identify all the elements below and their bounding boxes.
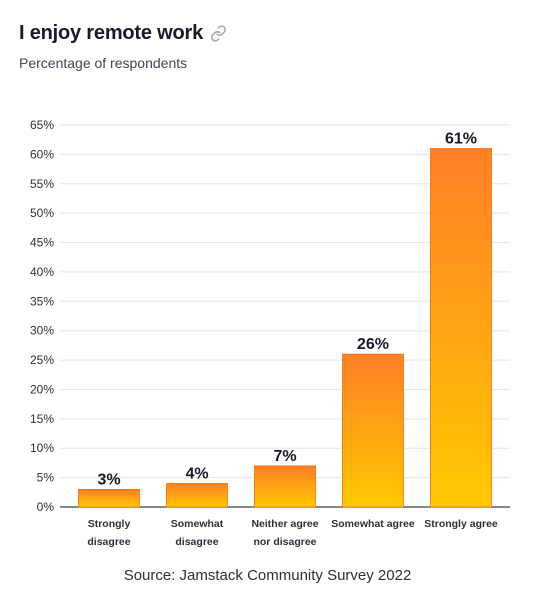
- y-tick-label: 65%: [30, 118, 54, 132]
- y-tick-label: 35%: [30, 294, 54, 308]
- y-tick-label: 40%: [30, 265, 54, 279]
- link-icon[interactable]: [210, 25, 227, 42]
- y-tick-label: 60%: [30, 147, 54, 161]
- bar: [342, 353, 404, 508]
- y-tick-label: 45%: [30, 236, 54, 250]
- x-tick-label: disagree: [87, 536, 130, 548]
- data-label: 61%: [445, 131, 477, 148]
- data-label: 3%: [97, 471, 120, 488]
- y-tick-label: 5%: [37, 471, 55, 485]
- x-tick-label: Somewhat: [171, 518, 224, 530]
- y-tick-label: 0%: [37, 500, 55, 514]
- x-tick-label: Strongly agree: [424, 518, 498, 530]
- y-tick-label: 20%: [30, 382, 54, 396]
- bar: [430, 148, 492, 508]
- data-label: 4%: [185, 465, 208, 482]
- x-tick-label: disagree: [175, 536, 218, 548]
- data-label: 7%: [273, 448, 296, 465]
- chart-header: I enjoy remote work: [19, 22, 227, 45]
- x-tick-label: Strongly: [88, 518, 131, 530]
- source-caption: Source: Jamstack Community Survey 2022: [123, 567, 412, 584]
- x-tick-label: Neither agree: [251, 518, 318, 530]
- y-tick-label: 30%: [30, 324, 54, 338]
- x-tick-label: Somewhat agree: [331, 518, 415, 530]
- y-tick-label: 10%: [30, 441, 54, 455]
- y-tick-label: 25%: [30, 353, 54, 367]
- bar: [166, 483, 228, 508]
- y-tick-label: 55%: [30, 177, 54, 191]
- bar: [78, 488, 140, 508]
- chart-title: I enjoy remote work: [19, 22, 204, 44]
- x-tick-label: nor disagree: [253, 536, 316, 548]
- data-label: 26%: [357, 336, 389, 353]
- bar: [254, 465, 316, 508]
- chart-subtitle: Percentage of respondents: [19, 55, 188, 71]
- y-tick-label: 15%: [30, 412, 54, 426]
- y-tick-label: 50%: [30, 206, 54, 220]
